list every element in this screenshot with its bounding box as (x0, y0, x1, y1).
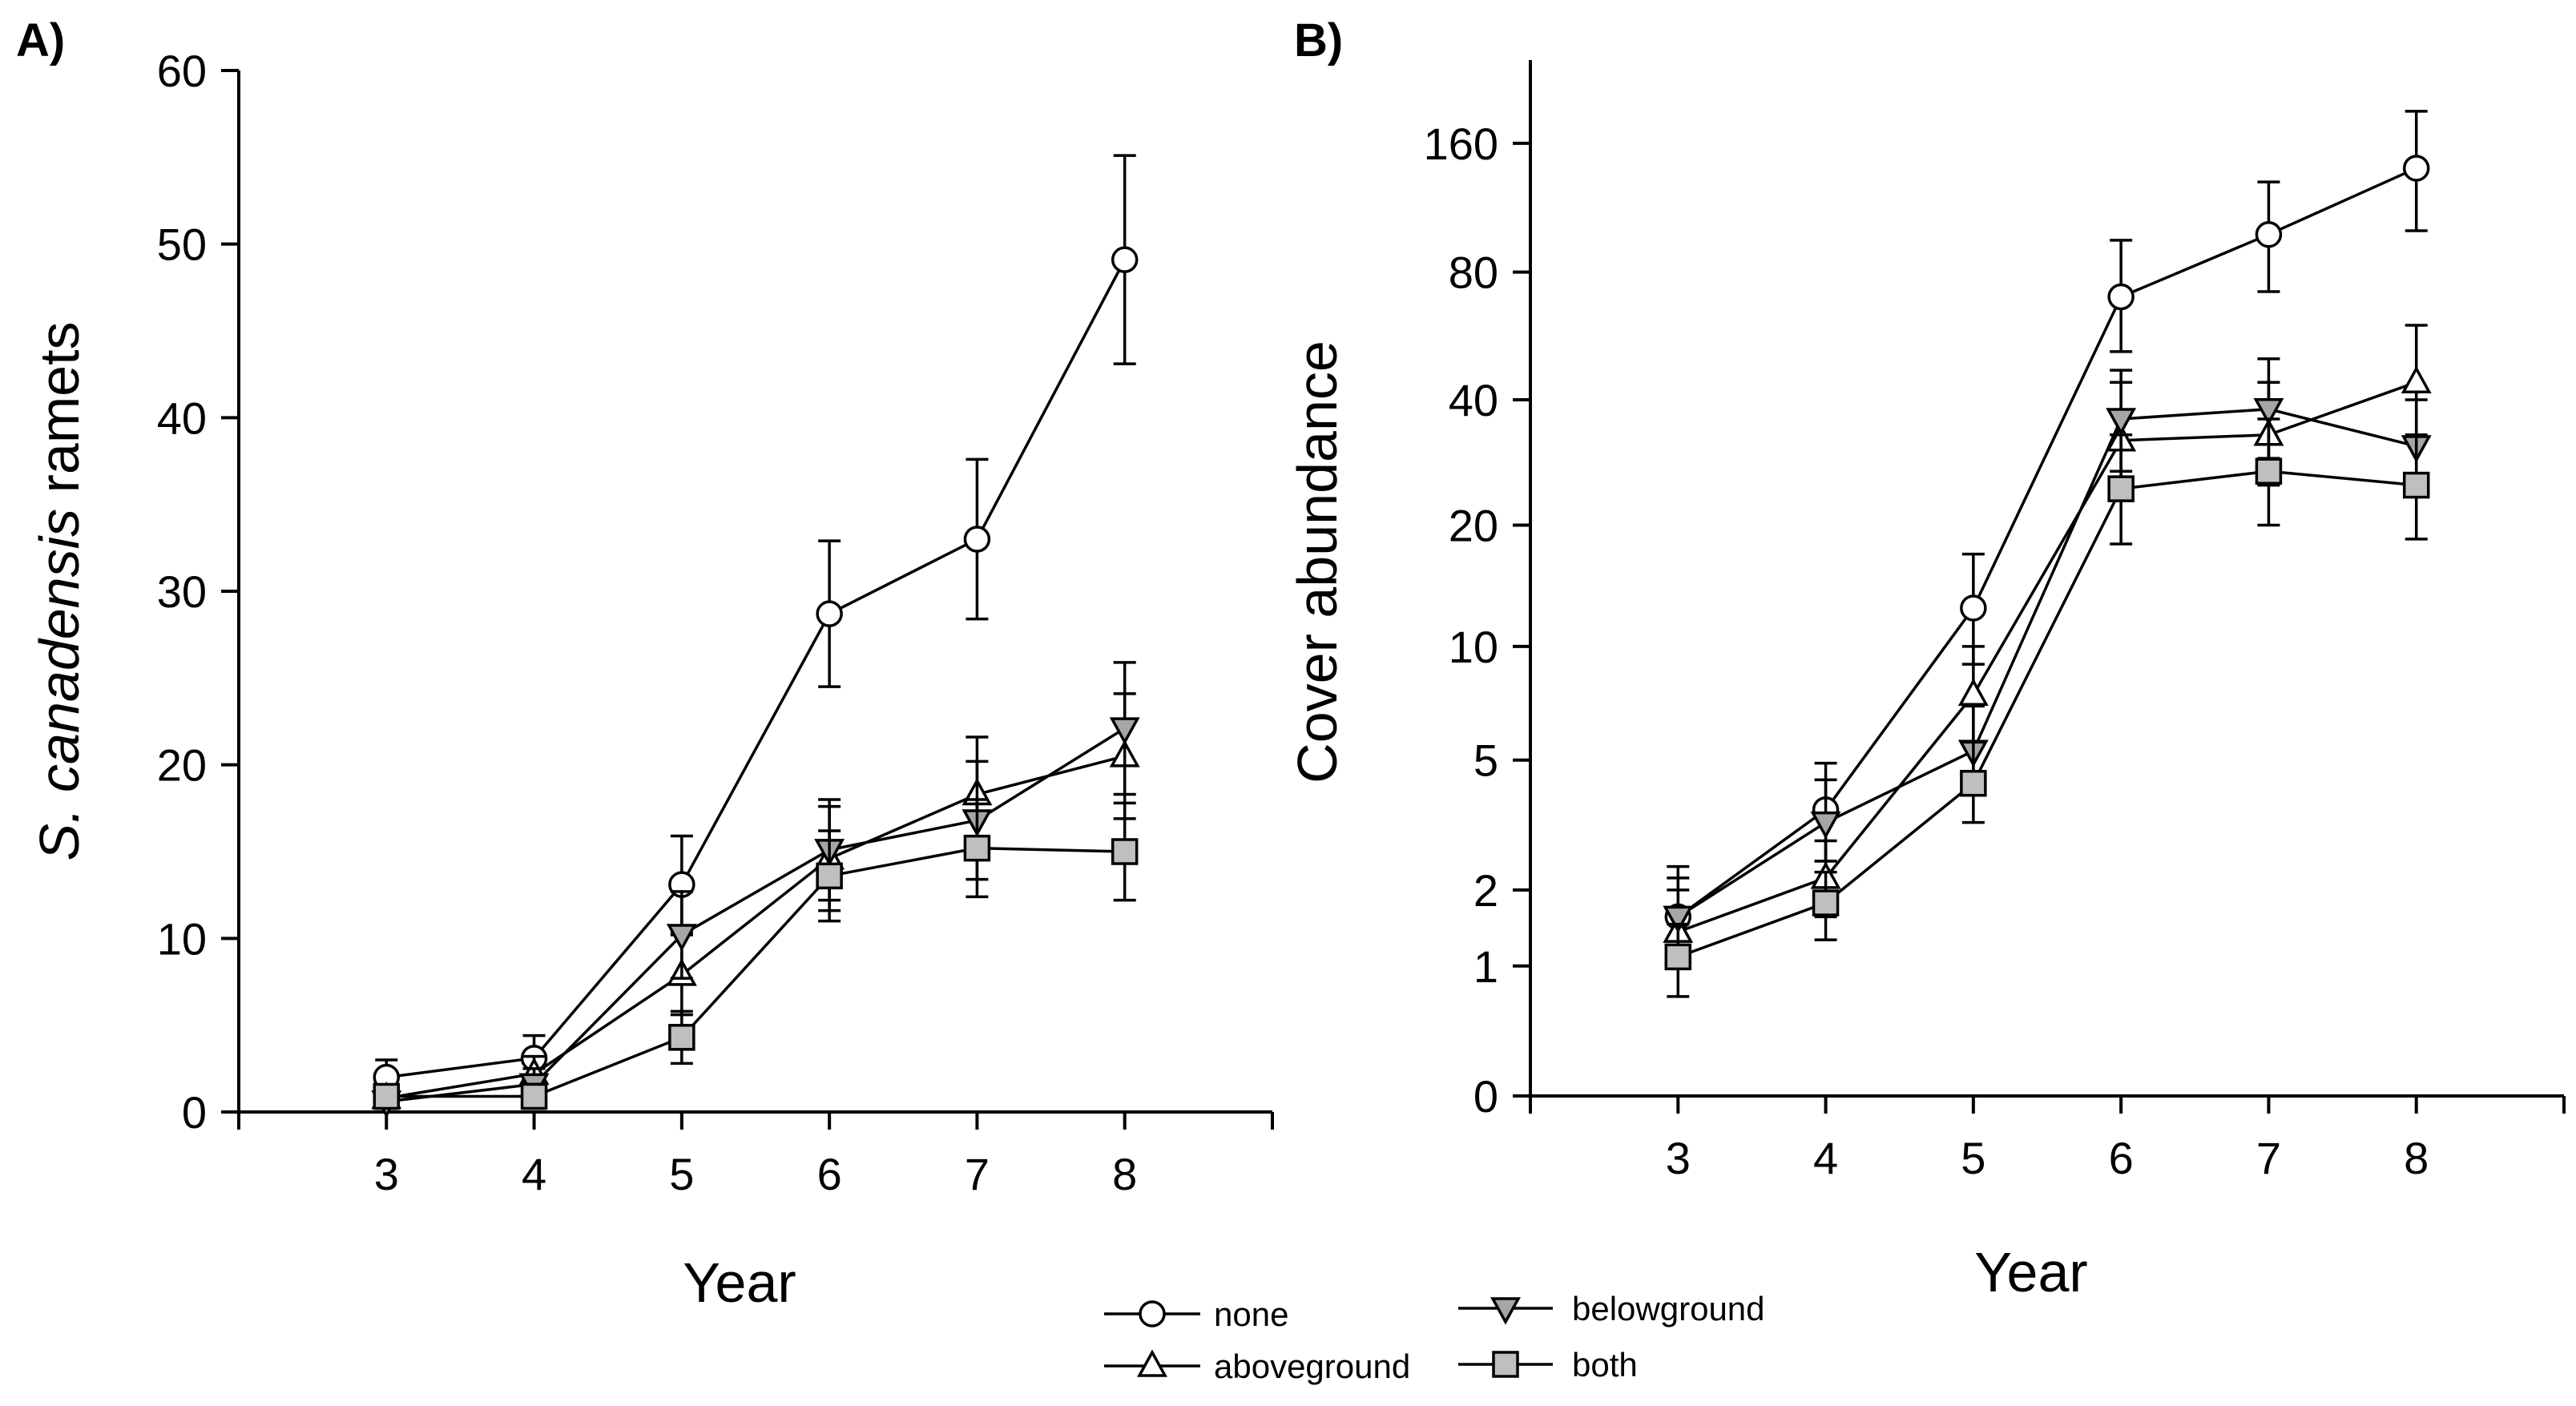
legend-item-aboveground: aboveground (1104, 1348, 1410, 1385)
panel-a-both-point (963, 834, 991, 862)
legend-label-none: none (1214, 1295, 1288, 1333)
panel-a-y-tick-label: 40 (157, 393, 207, 443)
legend-label-aboveground: aboveground (1214, 1348, 1410, 1385)
panel-a-panel-label: A) (16, 14, 65, 66)
panel-b-aboveground-line (1677, 381, 2417, 933)
panel-a-y-tick-label: 10 (157, 913, 207, 964)
panel-b-x-tick-label: 3 (1666, 1133, 1691, 1183)
panel-b-none-line (1677, 167, 2417, 918)
panel-b-both-point (2255, 457, 2283, 485)
panel-b-belowground-point (2106, 408, 2137, 436)
legend-label-belowground: belowground (1572, 1290, 1765, 1327)
panel-a-x-axis-title: Year (683, 1251, 796, 1314)
panel-a-both-point (520, 1082, 548, 1110)
legend-item-both: both (1458, 1346, 1638, 1384)
panel-b-aboveground-point (1957, 678, 1989, 706)
panel-b-x-axis-title: Year (1974, 1241, 2087, 1303)
panel-b-y-tick-label: 2 (1473, 865, 1498, 916)
panel-b-both-point (1812, 889, 1840, 917)
panel-b-x-tick-label: 7 (2256, 1133, 2281, 1183)
panel-a-aboveground-line (386, 755, 1126, 1100)
panel-b-aboveground-point (2401, 365, 2432, 393)
panel-a-both-line (386, 846, 1125, 1098)
panel-a-x-tick-label: 6 (817, 1149, 842, 1199)
panel-b-x-tick-label: 4 (1813, 1133, 1838, 1183)
panel-a-x-tick-label: 5 (669, 1149, 694, 1199)
panel-b-series-both (1664, 417, 2430, 998)
panel-b-y-tick-label: 5 (1473, 735, 1498, 786)
panel-b-none-point (1960, 594, 1987, 622)
panel-a-none-point (1111, 246, 1139, 273)
panel-b-x-tick-label: 5 (1961, 1133, 1985, 1183)
legend-item-belowground: belowground (1458, 1290, 1765, 1327)
panel-b-belowground-line (1677, 407, 2417, 918)
panel-a-chart: A) 0 10 20 30 40 50 60 3 4 5 6 7 8 Year S. canadensis r… (16, 14, 1274, 1314)
panel-a-series-belowground (371, 661, 1140, 1118)
panel-b-y-tick-label: 1 (1473, 941, 1498, 992)
panel-a-x-tick-label: 3 (374, 1149, 399, 1199)
panel-a-both-point (816, 862, 843, 890)
panel-a-y-tick-label: 60 (157, 46, 207, 96)
panel-b-both-point (1664, 943, 1692, 971)
panel-a-y-axis-title: S. canadensis ramets (28, 321, 91, 860)
panel-b-x-tick-label: 8 (2404, 1133, 2429, 1183)
panel-b-panel-label: B) (1294, 14, 1343, 66)
panel-a-series-none (373, 154, 1139, 1097)
panel-b-none-point (2107, 283, 2135, 311)
panel-a-y-tick-label: 50 (157, 220, 207, 270)
panel-a-x-tick-label: 7 (965, 1149, 990, 1199)
panel-b-y-tick-label: 160 (1424, 119, 1498, 169)
panel-b-both-point (2107, 475, 2135, 502)
panel-a-belowground-point (1109, 717, 1140, 745)
panel-b-both-point (2402, 471, 2430, 499)
panel-a-x-tick-label: 4 (522, 1149, 546, 1199)
panel-a-series-both (373, 798, 1139, 1110)
panel-a-none-point (963, 526, 991, 553)
panel-b-y-axis-title: Cover abundance (1286, 340, 1348, 784)
panel-a-both-point (668, 1024, 695, 1051)
panel-b-belowground-point (1663, 905, 1694, 934)
panel-b-y-tick-label: 10 (1449, 622, 1498, 672)
legend-marker-belowground (1490, 1297, 1521, 1325)
panel-a-none-point (816, 600, 843, 627)
panel-a-x-tick-label: 8 (1112, 1149, 1137, 1199)
panel-a-series-aboveground (371, 692, 1140, 1110)
panel-b-none-point (2402, 155, 2430, 182)
panel-b-y-tick-label: 0 (1473, 1071, 1498, 1122)
legend-marker-aboveground (1137, 1349, 1167, 1377)
panel-a-both-point (1111, 838, 1139, 865)
panel-b-belowground-point (1810, 811, 1841, 840)
panel-b-both-point (1960, 769, 1987, 797)
legend: none belowground aboveground both (1104, 1290, 1765, 1385)
legend-label-both: both (1572, 1346, 1638, 1384)
panel-a-y-tick-label: 0 (182, 1087, 207, 1138)
panel-a-y-tick-label: 20 (157, 740, 207, 791)
panel-b-x-tick-label: 6 (2109, 1133, 2134, 1183)
panel-a-y-axis-title-species: S. canadensis (28, 509, 91, 861)
legend-item-none: none (1104, 1295, 1288, 1333)
panel-b-none-point (2255, 220, 2283, 248)
panel-b-y-tick-label: 20 (1449, 501, 1498, 551)
panel-a-belowground-point (666, 924, 697, 952)
panel-b-y-tick-label: 40 (1449, 375, 1498, 425)
legend-marker-both (1492, 1351, 1519, 1378)
panel-b-series-none (1664, 110, 2430, 968)
panel-a-belowground-line (386, 727, 1126, 1103)
panel-b-chart: B) 0 1 2 5 10 20 40 80 160 3 4 5 6 7 8 Year Cover abundan… (1286, 14, 2566, 1303)
legend-marker-none (1139, 1300, 1166, 1327)
panel-a-y-tick-label: 30 (157, 566, 207, 617)
panel-b-series-belowground (1663, 357, 2432, 950)
panel-b-y-tick-label: 80 (1449, 248, 1498, 298)
panel-a-y-axis-title-rest: ramets (28, 321, 91, 508)
panel-a-none-line (386, 259, 1127, 1079)
panel-a-both-point (373, 1082, 401, 1110)
panel-b-belowground-point (2253, 397, 2284, 426)
panel-b-both-line (1677, 469, 2417, 959)
